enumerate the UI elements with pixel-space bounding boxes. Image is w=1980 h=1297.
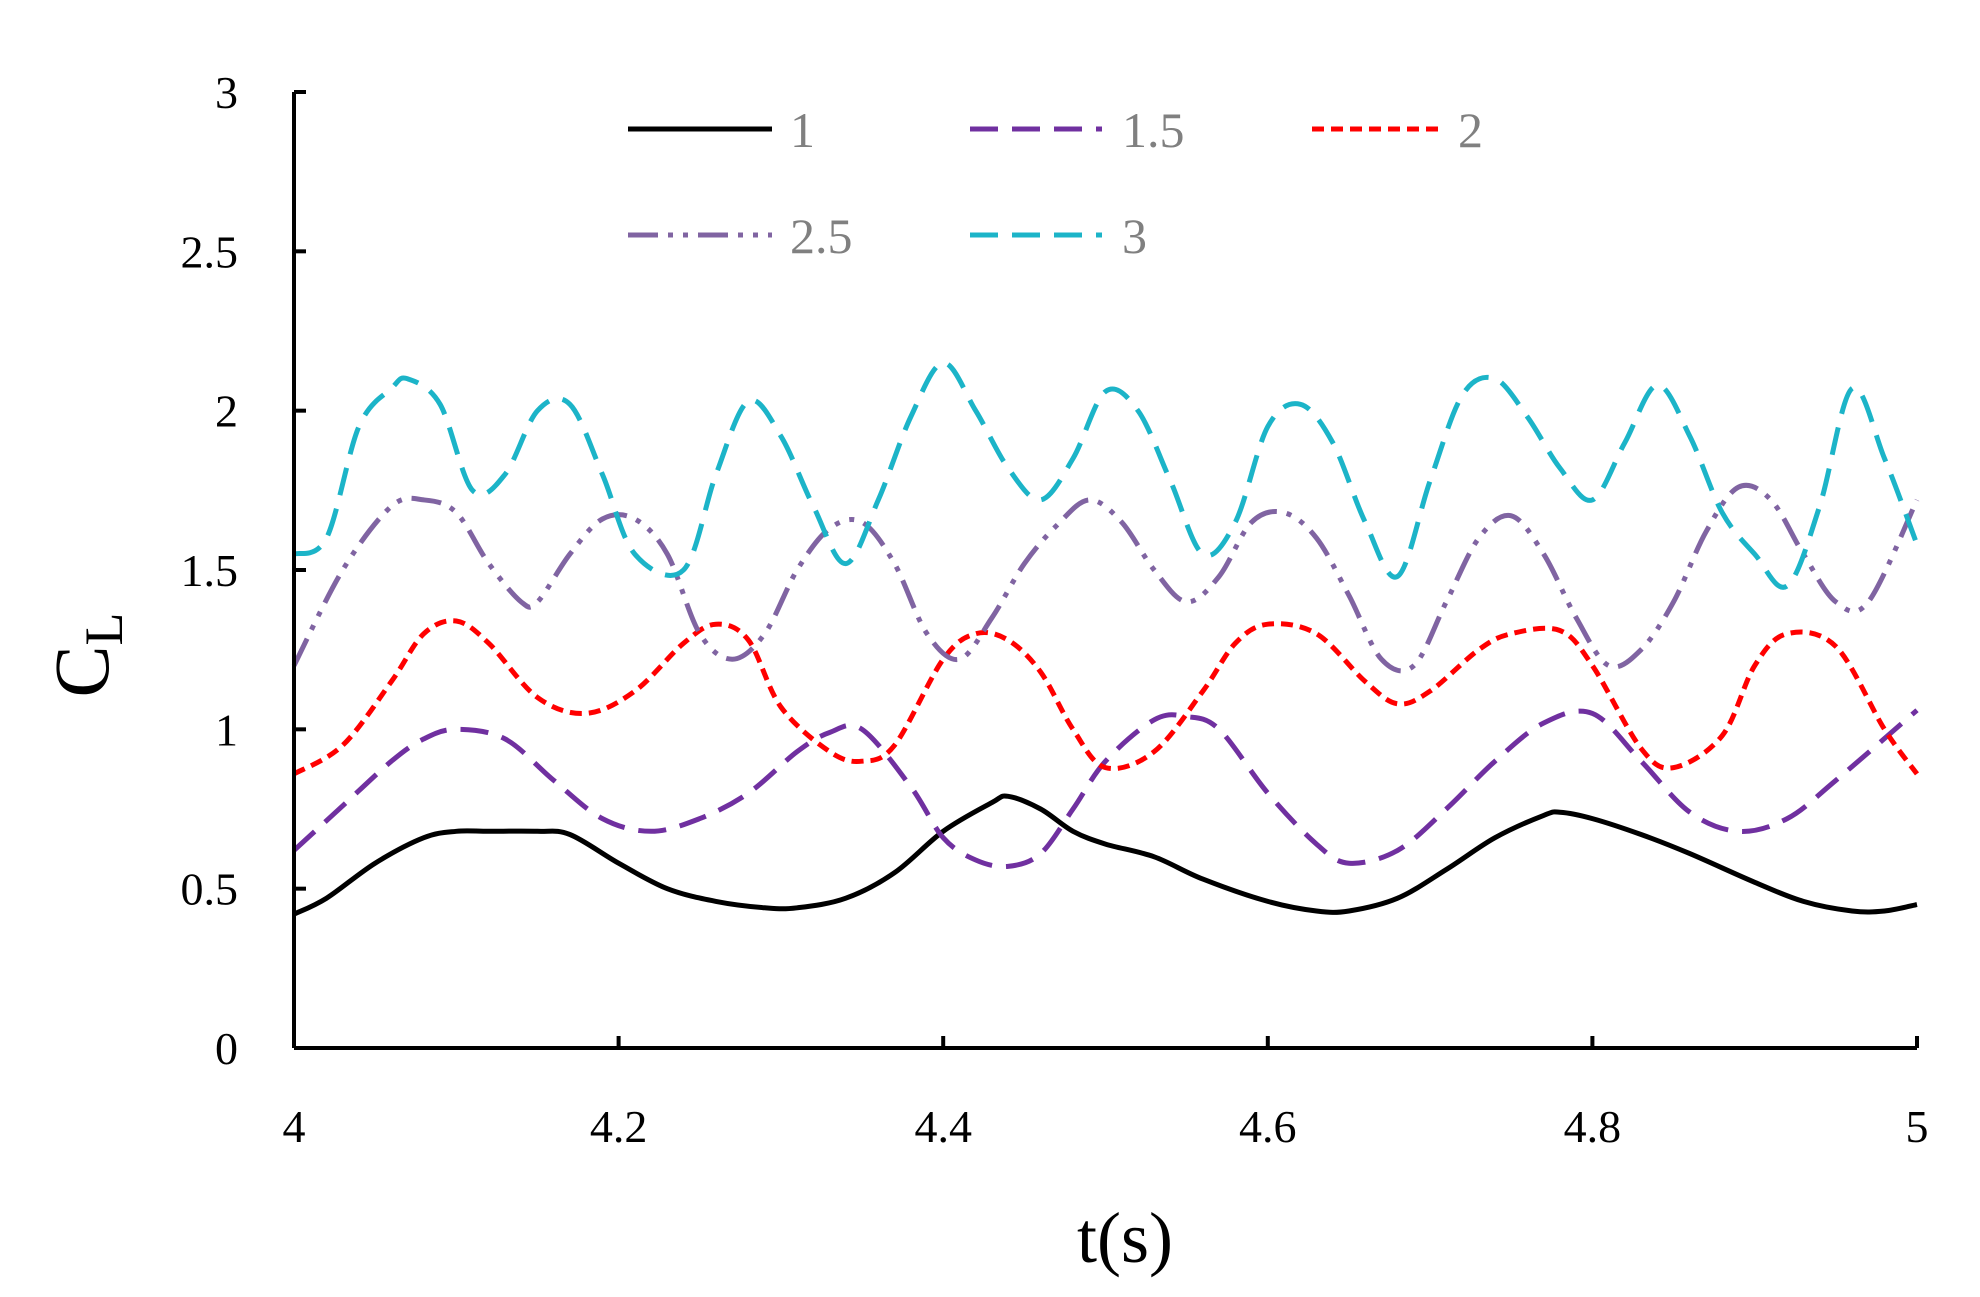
x-tick-label: 4.4: [914, 1101, 972, 1152]
series-line-1-5: [292, 708, 1919, 870]
x-tick-label: 4: [283, 1101, 306, 1152]
y-tick-label: 2.5: [181, 226, 239, 277]
y-tick-label: 1.5: [181, 545, 239, 596]
legend: 1 1.5 2 2.5 3: [628, 102, 1483, 264]
legend-label-3: 3: [1122, 208, 1147, 264]
y-axis-title-subscript: L: [74, 612, 134, 645]
x-axis-title: t(s): [1077, 1198, 1173, 1278]
plot-lines: [291, 360, 1920, 917]
series-line-1: [292, 793, 1918, 917]
x-tick-label: 4.6: [1239, 1101, 1297, 1152]
series-line-2-5: [291, 482, 1920, 674]
legend-label-2-5: 2.5: [790, 208, 853, 264]
x-tick-label: 4.8: [1564, 1101, 1622, 1152]
x-tick-label: 4.2: [590, 1101, 648, 1152]
series-line-2: [292, 618, 1920, 777]
tick-labels: 0 0.5 1 1.5 2 2.5 3 4 4.2 4.4 4.6 4.8 5: [181, 67, 1929, 1152]
series-line-3: [292, 360, 1920, 590]
y-axis-title-main: C: [38, 645, 125, 697]
x-tick-label: 5: [1906, 1101, 1929, 1152]
legend-label-2: 2: [1458, 102, 1483, 158]
y-axis-title: CL: [38, 612, 134, 697]
y-tick-label: 3: [215, 67, 238, 118]
y-tick-label: 0.5: [181, 864, 239, 915]
y-tick-label: 1: [215, 704, 238, 755]
y-tick-label: 2: [215, 386, 238, 437]
axes: [292, 90, 1919, 1050]
y-tick-label: 0: [215, 1023, 238, 1074]
legend-label-1-5: 1.5: [1122, 102, 1185, 158]
legend-label-1: 1: [790, 102, 815, 158]
